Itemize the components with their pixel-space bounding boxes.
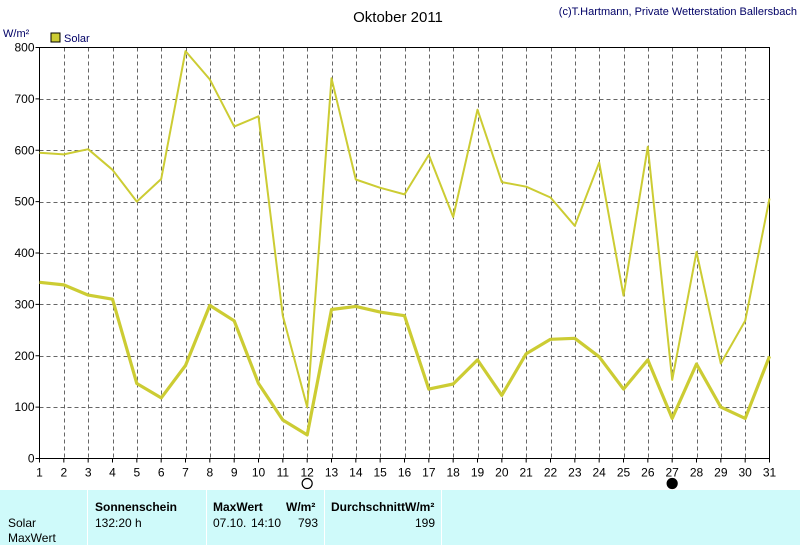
x-tick-label: 17	[422, 466, 436, 480]
x-tick-label: 2	[60, 466, 67, 480]
y-tick-label: 300	[14, 297, 34, 311]
x-tick-label: 27	[665, 466, 679, 480]
y-tick-label: 200	[14, 349, 34, 363]
x-tick-label: 4	[109, 466, 116, 480]
average-value: 199	[414, 516, 435, 530]
full-moon-icon	[301, 477, 313, 490]
x-tick-label: 19	[471, 466, 485, 480]
x-tick-label: 7	[182, 466, 189, 480]
x-tick-label: 6	[158, 466, 165, 480]
row-label-solar: Solar	[8, 516, 37, 530]
x-tick-label: 9	[231, 466, 238, 480]
x-tick-label: 23	[568, 466, 582, 480]
series-group	[39, 50, 771, 437]
x-tick-label: 10	[252, 466, 266, 480]
y-axis-unit: W/m²	[3, 28, 30, 40]
x-tick-label: 11	[277, 466, 290, 480]
x-tick-label: 22	[544, 466, 558, 480]
x-tick-label: 12	[300, 466, 314, 480]
average-header: DurchschnittW/m²	[331, 500, 435, 514]
legend-label: Solar	[64, 33, 90, 45]
column-divider	[206, 490, 207, 545]
x-tick-label: 14	[349, 466, 363, 480]
x-tick-label: 31	[763, 466, 777, 480]
x-tick-label: 5	[133, 466, 140, 480]
x-tick-label: 24	[592, 466, 606, 480]
new-moon-icon	[666, 477, 678, 490]
legend-swatch	[50, 32, 61, 43]
column-divider	[87, 490, 88, 545]
chart-svg: Oktober 2011 (c)T.Hartmann, Private Wett…	[3, 6, 797, 490]
series-line-daily-maximum	[39, 50, 771, 409]
y-tick-label: 100	[14, 400, 34, 414]
y-tick-label: 400	[14, 246, 34, 260]
max-time: 14:10	[251, 516, 282, 530]
x-tick-label: 20	[495, 466, 509, 480]
chart: Oktober 2011 (c)T.Hartmann, Private Wett…	[3, 6, 797, 490]
moon-markers	[301, 477, 678, 490]
x-tick-label: 13	[325, 466, 339, 480]
y-tick-label: 500	[14, 195, 34, 209]
x-tick-label: 15	[373, 466, 387, 480]
x-tick-label: 30	[738, 466, 752, 480]
copyright-text: (c)T.Hartmann, Private Wetterstation Bal…	[559, 6, 797, 18]
row-label-maxwert: MaxWert	[8, 531, 56, 545]
max-header: MaxWert	[213, 500, 263, 514]
x-tick-label: 3	[85, 466, 92, 480]
y-tick-label: 800	[14, 41, 34, 55]
sunshine-header: Sonnenschein	[95, 500, 178, 514]
y-axis: 0 100 200 300 400 500 600 700 800	[14, 41, 40, 466]
max-unit-header: W/m²	[286, 500, 316, 514]
x-axis: 1 2 3 4 5 6 7 8 9 10 11 12 13 14 15 16 17 18 19 20 21 22 23 24 2…	[36, 458, 777, 480]
x-tick-label: 25	[617, 466, 631, 480]
x-tick-label: 29	[714, 466, 728, 480]
x-tick-label: 1	[36, 466, 43, 480]
y-tick-label: 600	[14, 143, 34, 157]
column-divider	[324, 490, 325, 545]
y-tick-label: 700	[14, 92, 34, 106]
x-tick-label: 16	[398, 466, 412, 480]
column-divider	[441, 490, 442, 545]
max-date: 07.10.	[213, 516, 247, 530]
x-tick-label: 18	[446, 466, 460, 480]
max-value: 793	[297, 516, 318, 530]
y-tick-label: 0	[28, 452, 35, 466]
sunshine-value: 132:20 h	[95, 516, 142, 530]
summary-table: Sonnenschein MaxWert W/m² DurchschnittW/…	[0, 490, 800, 545]
x-tick-label: 8	[206, 466, 213, 480]
x-tick-label: 26	[641, 466, 655, 480]
x-tick-label: 28	[690, 466, 704, 480]
x-tick-label: 21	[519, 466, 533, 480]
series-line-daily-average	[39, 280, 771, 437]
grid	[39, 47, 770, 459]
chart-title: Oktober 2011	[353, 9, 443, 26]
